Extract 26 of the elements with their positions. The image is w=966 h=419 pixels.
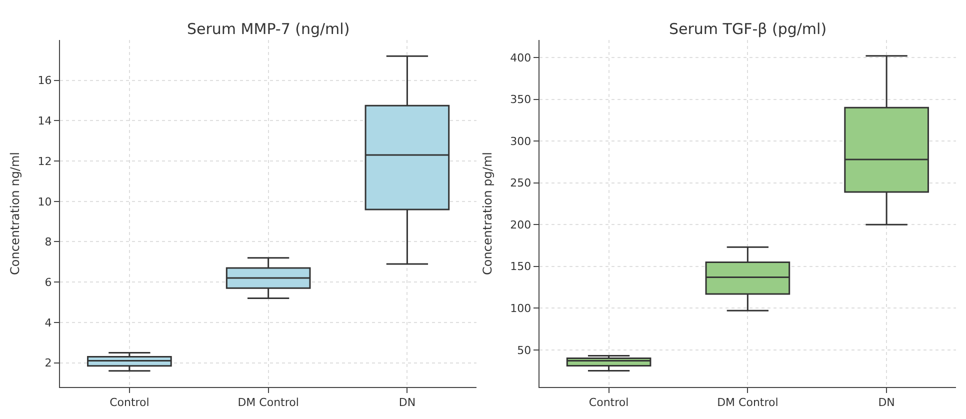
chart-title: Serum MMP-7 (ng/ml) [187, 20, 350, 38]
y-tick-label: 4 [44, 316, 52, 330]
y-tick-label: 100 [510, 302, 532, 315]
y-tick-label: 200 [510, 218, 532, 232]
y-tick-label: 14 [38, 114, 52, 128]
y-tick-label: 50 [517, 344, 532, 357]
y-tick-label: 350 [510, 93, 532, 106]
y-tick-label: 2 [44, 356, 52, 370]
y-tick-label: 8 [44, 236, 52, 249]
chart-title: Serum TGF-β (pg/ml) [669, 20, 827, 38]
y-tick-label: 400 [510, 51, 532, 64]
x-tick-label: DN [398, 396, 416, 410]
x-tick-label: DM Control [238, 396, 299, 410]
y-tick-label: 150 [510, 260, 532, 274]
y-axis-title: Concentration pg/ml [480, 152, 494, 276]
x-tick-label: DM Control [717, 396, 778, 410]
y-tick-label: 10 [38, 195, 52, 208]
x-tick-label: Control [588, 396, 629, 410]
y-tick-label: 16 [38, 74, 52, 88]
x-tick-label: DN [878, 396, 895, 410]
y-tick-label: 12 [38, 154, 52, 168]
y-tick-label: 300 [510, 134, 532, 148]
y-tick-label: 250 [510, 176, 532, 190]
x-tick-label: Control [110, 396, 150, 410]
y-axis-title: Concentration ng/ml [8, 152, 22, 275]
y-tick-label: 6 [44, 276, 52, 289]
